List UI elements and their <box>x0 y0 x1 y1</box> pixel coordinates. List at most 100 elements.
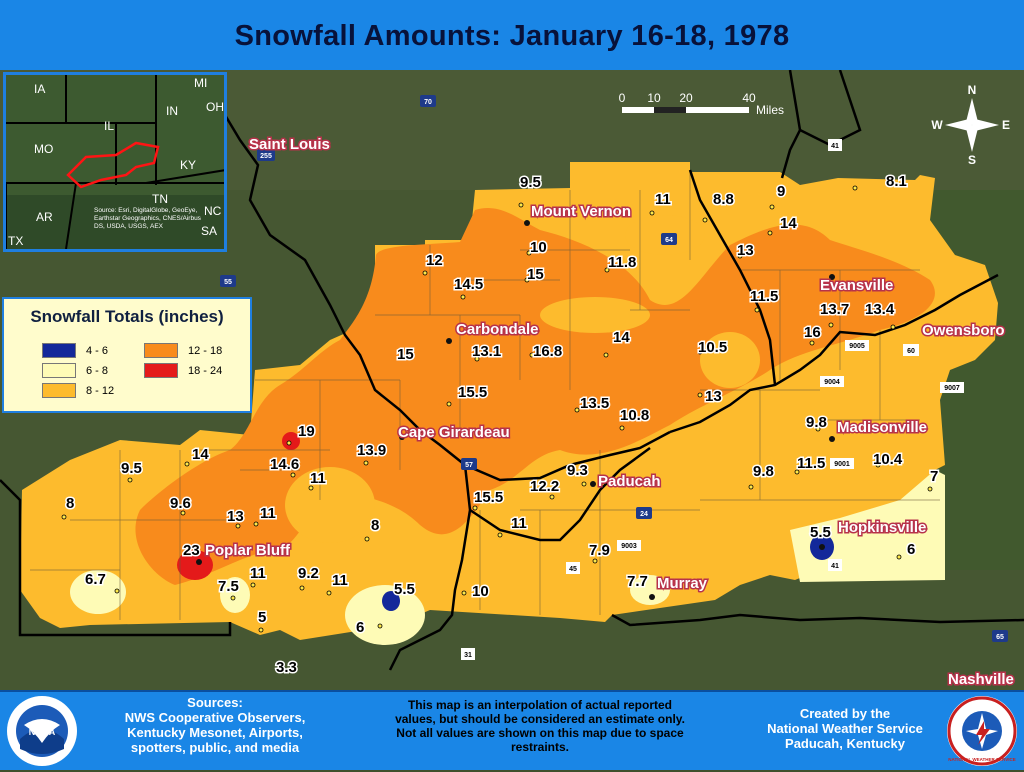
inset-state-ia: IA <box>34 82 45 96</box>
obs-label: 13.7 <box>820 301 849 318</box>
highway-45-label: 45 <box>569 566 577 573</box>
state-boundaries <box>0 70 1024 671</box>
city-poplar-bluff: Poplar Bluff <box>205 542 291 559</box>
obs-label: 11 <box>511 515 527 532</box>
highway-9005-label: 9005 <box>849 343 865 350</box>
disclaimer-line-3: Not all values are shown on this map due… <box>396 726 684 740</box>
obs-label: 9.8 <box>753 463 774 480</box>
obs-label: 5.5 <box>394 581 415 598</box>
obs-label: 7.9 <box>589 542 610 559</box>
highway-65: 65 <box>992 630 1008 642</box>
obs-label: 14 <box>613 329 630 346</box>
nws-seal-logo: NATIONAL WEATHER SERVICE <box>946 695 1018 767</box>
obs-label: 15 <box>527 266 544 283</box>
credit-line-3: Paducah, Kentucky <box>785 736 905 751</box>
page-title: Snowfall Amounts: January 16-18, 1978 <box>234 20 790 52</box>
disclaimer-block: This map is an interpolation of actual r… <box>340 698 740 754</box>
disclaimer-line-1: This map is an interpolation of actual r… <box>407 698 673 712</box>
obs-label: 7.5 <box>218 578 239 595</box>
legend: Snowfall Totals (inches) 4 - 6 12 - 18 6… <box>2 297 252 413</box>
obs-label: 9.5 <box>121 460 142 477</box>
compass-n: N <box>968 83 977 97</box>
disclaimer-line-4: restraints. <box>510 740 570 754</box>
obs-label: 15.5 <box>474 489 503 506</box>
inset-state-nc: NC <box>204 204 222 218</box>
highway-60: 60 <box>903 344 919 356</box>
county-boundaries <box>30 170 940 620</box>
inset-state-tx: TX <box>8 234 23 248</box>
obs-label: 13 <box>737 242 754 259</box>
credit-line-1: Created by the <box>799 706 891 721</box>
highway-9003: 9003 <box>617 540 641 551</box>
legend-swatch-8-12 <box>42 383 76 398</box>
city-hopkinsville: Hopkinsville <box>838 519 926 536</box>
highway-65-label: 65 <box>996 634 1004 641</box>
obs-label: 8.8 <box>713 191 734 208</box>
sources-block: Sources: NWS Cooperative Observers, Kent… <box>100 695 330 755</box>
legend-swatch-12-18 <box>144 343 178 358</box>
inset-locator-map: IA MI IN OH IL MO KY TN AR NC SA TX Sour… <box>3 72 227 252</box>
highway-31: 31 <box>461 648 475 660</box>
highway-41-north: 41 <box>828 139 842 151</box>
legend-swatch-6-8 <box>42 363 76 378</box>
inset-state-mi: MI <box>194 76 207 90</box>
highway-55-label: 55 <box>224 279 232 286</box>
legend-item-8-12: 8 - 12 <box>42 383 114 398</box>
obs-label: 7.7 <box>627 573 648 590</box>
highway-9001-label: 9001 <box>834 461 850 468</box>
obs-label: 11.5 <box>750 288 778 305</box>
obs-label: 19 <box>298 423 315 440</box>
scale-bar: 0 10 20 40 Miles <box>619 91 784 117</box>
inset-credits: Source: Esri, DigitalGlobe, GeoEye, Eart… <box>94 207 201 230</box>
obs-label: 9.5 <box>520 174 541 191</box>
city-mount-vernon: Mount Vernon <box>531 203 631 220</box>
city-cape-girardeau: Cape Girardeau <box>398 424 510 441</box>
legend-swatch-18-24 <box>144 363 178 378</box>
inset-state-tn: TN <box>152 192 168 206</box>
scale-unit: Miles <box>756 103 784 117</box>
scale-tick-40: 40 <box>742 91 756 105</box>
sources-line-2: Kentucky Mesonet, Airports, <box>127 725 303 740</box>
highway-9005: 9005 <box>845 340 869 351</box>
compass-rose: N S W E <box>931 83 1010 167</box>
highway-45: 45 <box>566 562 580 574</box>
snowfall-map[interactable]: 70 41 255 64 55 57 24 45 9003 31 65 9004… <box>0 70 1024 690</box>
highway-9007-label: 9007 <box>944 385 960 392</box>
highway-64: 64 <box>661 233 677 245</box>
inset-state-sa: SA <box>201 224 217 238</box>
highway-60-label: 60 <box>907 348 915 355</box>
obs-label: 9.6 <box>170 495 191 512</box>
sources-line-1: NWS Cooperative Observers, <box>124 710 306 725</box>
legend-label-12-18: 12 - 18 <box>188 344 223 357</box>
snowfall-zone-18-24 <box>177 432 300 580</box>
obs-label: 10.8 <box>620 407 649 424</box>
obs-label: 8 <box>371 517 379 534</box>
obs-label: 6.7 <box>85 571 106 588</box>
legend-label-4-6: 4 - 6 <box>86 344 109 357</box>
obs-label: 10 <box>472 583 489 600</box>
highway-9004: 9004 <box>820 376 844 387</box>
obs-label: 9.8 <box>806 414 827 431</box>
inset-state-in: IN <box>166 104 178 118</box>
obs-label: 11.8 <box>608 254 636 271</box>
disclaimer-line-2: values, but should be considered an esti… <box>395 712 685 726</box>
highway-41-south-label: 41 <box>831 563 839 570</box>
obs-label: 13.1 <box>472 343 501 360</box>
city-murray: Murray <box>657 575 708 592</box>
obs-label: 16.8 <box>533 343 562 360</box>
scale-tick-20: 20 <box>679 91 693 105</box>
obs-label: 8.1 <box>886 173 907 190</box>
noaa-logo-text: NOAA <box>29 727 56 737</box>
compass-e: E <box>1002 118 1010 132</box>
obs-label: 14.5 <box>454 276 483 293</box>
highway-41-south: 41 <box>828 559 842 571</box>
obs-label: 6 <box>356 619 364 636</box>
footer-banner: NOAA Sources: NWS Cooperative Observers,… <box>0 690 1024 770</box>
obs-label: 11 <box>250 565 266 582</box>
obs-label: 11 <box>260 505 276 522</box>
legend-label-6-8: 6 - 8 <box>86 364 109 377</box>
highway-24: 24 <box>636 507 652 519</box>
obs-label: 14.6 <box>270 456 299 473</box>
obs-label: 13.4 <box>865 301 895 318</box>
highway-57: 57 <box>461 458 477 470</box>
